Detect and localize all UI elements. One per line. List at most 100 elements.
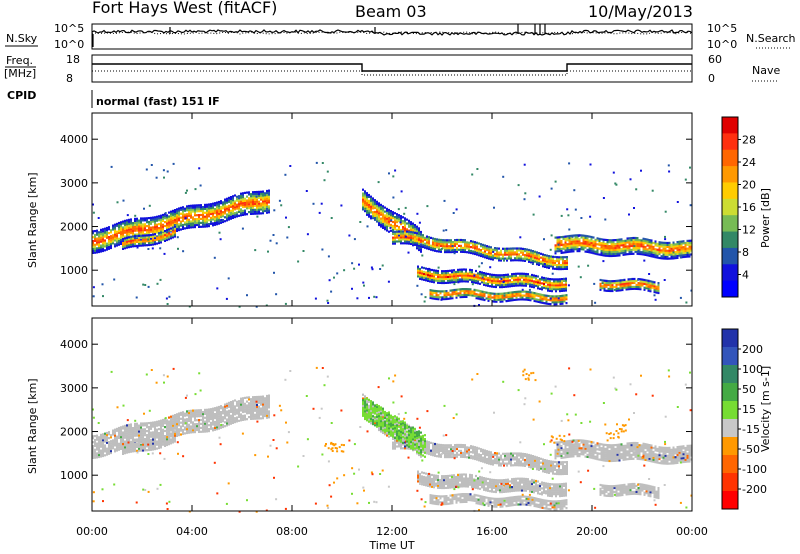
power-echo-cell: [541, 299, 544, 302]
power-echo-cell: [531, 275, 533, 279]
power-echo-cell: [106, 246, 108, 249]
power-echo-cell: [262, 212, 264, 215]
velocity-echo-cell: [134, 450, 136, 453]
power-echo-cell: [216, 219, 218, 222]
power-echo-cell: [479, 296, 482, 299]
power-echo-cell: [240, 208, 242, 211]
power-echo-cell: [164, 233, 166, 237]
power-echo-cell: [152, 230, 154, 233]
power-echo-cell: [250, 206, 252, 210]
power-echo-cell: [495, 296, 498, 299]
velocity-echo-cell: [380, 430, 382, 433]
power-echo-cell: [404, 240, 406, 243]
power-echo-cell: [594, 240, 597, 243]
velocity-echo-cell: [170, 423, 172, 426]
velocity-echo-cell: [158, 428, 160, 431]
power-echo-cell: [672, 243, 675, 246]
power-echo-cell: [368, 193, 370, 197]
power-echo-cell: [560, 236, 563, 239]
velocity-echo-cell: [136, 445, 138, 448]
power-echo-cell: [196, 204, 198, 207]
power-echo-cell: [446, 249, 448, 252]
velocity-echo-cell: [104, 438, 106, 441]
velocity-echo-cell: [234, 399, 236, 402]
power-echo-cell: [465, 272, 467, 275]
power-echo-cell: [660, 245, 663, 248]
power-echo-cell: [214, 221, 216, 224]
power-echo-cell: [572, 240, 575, 243]
power-echo-cell: [202, 219, 204, 222]
power-echo-cell: [206, 219, 208, 222]
power-echo-cell: [166, 224, 168, 227]
velocity-echo-cell: [366, 401, 368, 404]
velocity-echo-cell: [264, 401, 266, 404]
power-echo-cell: [572, 238, 575, 241]
power-speckle: [589, 215, 592, 218]
power-echo-cell: [445, 277, 447, 281]
power-echo-cell: [542, 263, 544, 266]
power-echo-cell: [451, 273, 453, 276]
power-echo-cell: [668, 245, 671, 248]
power-echo-cell: [98, 241, 100, 244]
power-echo-cell: [641, 282, 644, 285]
power-echo-cell: [250, 208, 252, 212]
power-echo-cell: [511, 297, 514, 300]
power-echo-cell: [486, 245, 488, 248]
power-echo-cell: [537, 294, 540, 298]
power-echo-cell: [362, 192, 364, 195]
power-echo-cell: [461, 278, 463, 281]
velocity-echo-cell: [218, 421, 220, 424]
velocity-echo-cell: [156, 420, 158, 423]
power-echo-cell: [545, 285, 547, 288]
velocity-echo-cell: [240, 419, 242, 422]
power-echo-cell: [634, 238, 637, 242]
power-echo-cell: [514, 253, 516, 256]
power-echo-cell: [150, 228, 152, 231]
power-speckle: [685, 301, 688, 304]
power-echo-cell: [366, 211, 368, 214]
power-echo-cell: [666, 257, 669, 260]
power-echo-cell: [668, 257, 671, 260]
power-echo-cell: [524, 257, 526, 261]
power-echo-cell: [190, 206, 192, 209]
velocity-echo-cell: [206, 414, 208, 417]
power-echo-cell: [656, 244, 659, 247]
power-echo-cell: [414, 241, 416, 244]
power-echo-cell: [362, 202, 364, 205]
power-echo-cell: [644, 251, 647, 254]
power-echo-cell: [459, 270, 461, 273]
power-echo-cell: [254, 196, 256, 200]
power-echo-cell: [617, 283, 620, 286]
power-echo-cell: [154, 220, 156, 223]
power-speckle: [166, 303, 169, 305]
power-echo-cell: [654, 240, 657, 243]
power-echo-cell: [252, 210, 254, 213]
power-echo-cell: [400, 236, 402, 239]
power-echo-cell: [142, 234, 144, 237]
power-echo-cell: [551, 295, 554, 298]
velocity-echo-cell: [224, 421, 226, 424]
velocity-echo-cell: [142, 434, 144, 437]
velocity-echo-cell: [262, 407, 264, 410]
power-echo-cell: [188, 204, 190, 208]
power-echo-cell: [523, 274, 525, 277]
power-echo-cell: [382, 207, 384, 210]
velocity-echo-cell: [138, 441, 140, 444]
velocity-echo-cell: [382, 420, 384, 423]
power-echo-cell: [188, 212, 190, 215]
velocity-echo-cell: [126, 440, 128, 443]
power-echo-cell: [234, 200, 236, 203]
power-echo-cell: [429, 296, 432, 300]
velocity-echo-cell: [264, 409, 266, 412]
power-echo-cell: [644, 247, 647, 251]
velocity-echo-cell: [158, 433, 160, 437]
power-echo-cell: [488, 251, 490, 254]
velocity-echo-cell: [236, 412, 238, 415]
power-echo-cell: [418, 238, 420, 241]
power-echo-cell: [470, 240, 472, 243]
power-echo-cell: [622, 241, 625, 245]
date-label: 10/May/2013: [588, 2, 693, 21]
power-echo-cell: [534, 254, 536, 257]
power-echo-cell: [216, 203, 218, 206]
power-echo-cell: [670, 249, 673, 252]
